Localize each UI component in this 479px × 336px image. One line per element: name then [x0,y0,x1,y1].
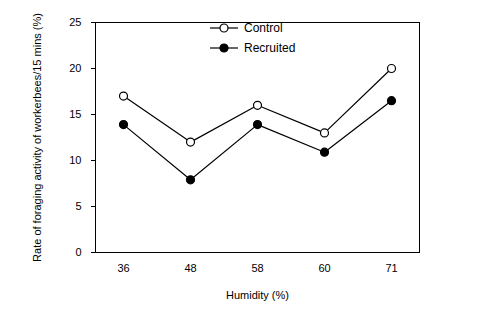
svg-text:25: 25 [69,16,81,28]
svg-text:10: 10 [69,154,81,166]
svg-text:20: 20 [69,62,81,74]
svg-text:71: 71 [385,262,397,274]
html-text:Control: Control [244,21,283,35]
svg-text:0: 0 [75,246,81,258]
svg-text:Humidity (%): Humidity (%) [226,289,289,301]
svg-text:36: 36 [117,262,129,274]
svg-text:60: 60 [318,262,330,274]
svg-text:48: 48 [184,262,196,274]
svg-text:5: 5 [75,200,81,212]
svg-text:Rate of foraging activity of w: Rate of foraging activity of workerbees/… [31,13,43,262]
svg-text:58: 58 [251,262,263,274]
html-text:Recruited: Recruited [244,41,296,55]
svg-text:15: 15 [69,108,81,120]
